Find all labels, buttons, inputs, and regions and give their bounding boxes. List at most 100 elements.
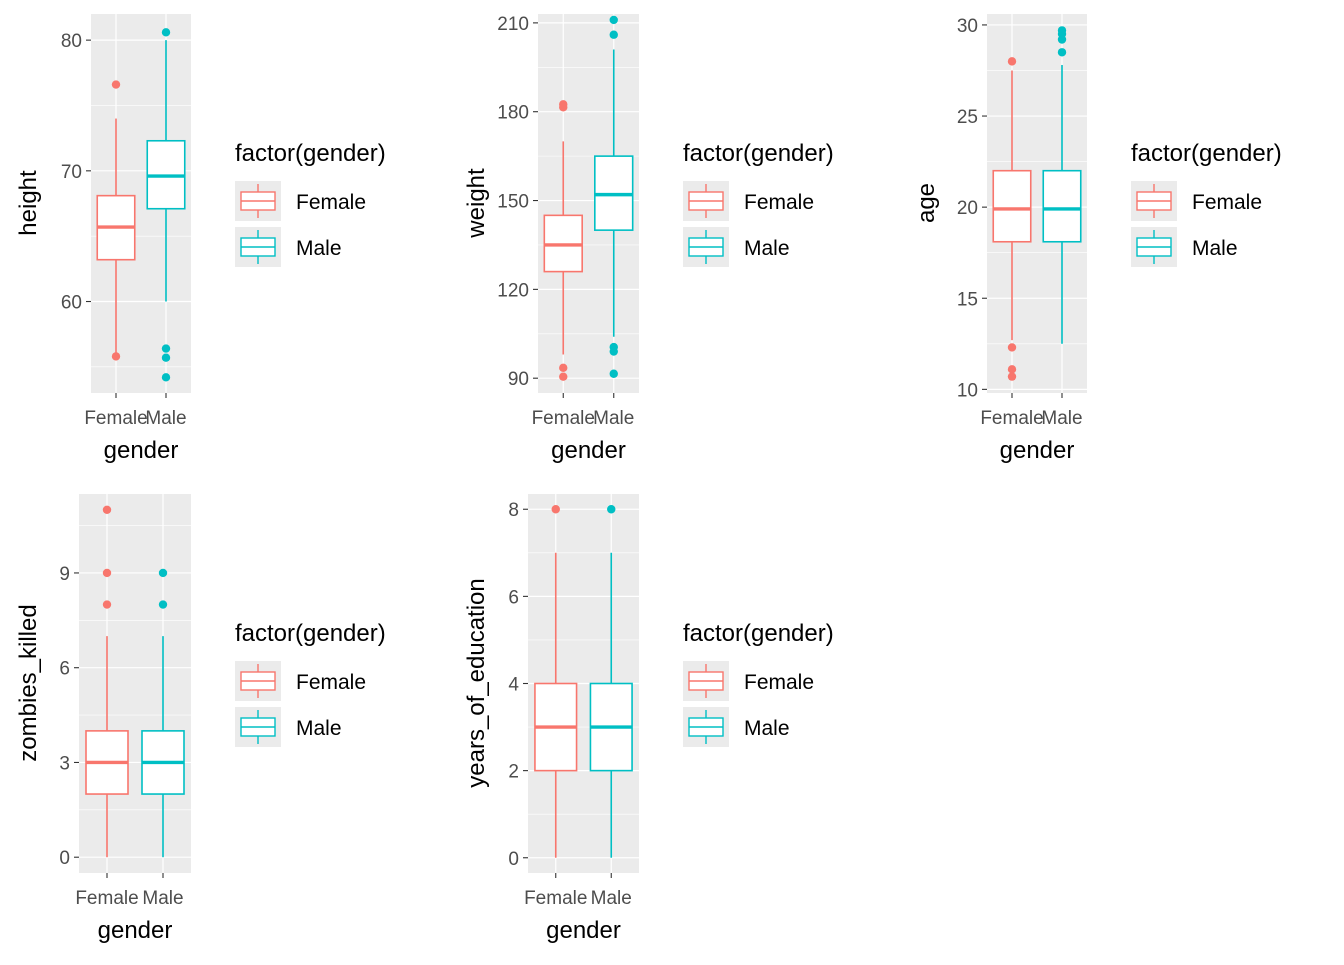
outlier-point — [609, 15, 618, 25]
boxplot-male — [1042, 26, 1082, 344]
outlier-point — [607, 505, 616, 514]
x-tick-label-male: Male — [142, 888, 183, 909]
x-axis-title: gender — [98, 917, 173, 944]
y-axis-title: weight — [463, 168, 490, 239]
outlier-point — [559, 372, 568, 381]
y-tick-label: 180 — [497, 103, 529, 124]
legend-label-female: Female — [744, 671, 814, 694]
outlier-point — [102, 568, 112, 578]
x-tick-label-female: Female — [532, 408, 595, 429]
legend: factor(gender) Female Male — [1131, 140, 1282, 267]
chart-height-svg: 607080FemaleMalegenderheightfactor(gende… — [15, 14, 386, 464]
legend: factor(gender) Female Male — [235, 620, 386, 747]
outlier-point — [161, 353, 171, 362]
legend-label-female: Female — [1192, 191, 1262, 214]
outlier-point — [111, 80, 121, 89]
y-tick-label: 10 — [957, 380, 978, 401]
outlier-point — [111, 352, 121, 361]
outlier-point — [161, 344, 171, 353]
y-tick-label: 210 — [497, 14, 529, 35]
legend-key-male — [683, 227, 729, 267]
y-axis-title: zombies_killed — [15, 604, 42, 761]
y-tick-label: 25 — [957, 107, 978, 128]
y-tick-label: 3 — [59, 753, 70, 774]
x-tick-label-female: Female — [524, 888, 587, 909]
legend-title: factor(gender) — [235, 140, 386, 167]
legend-key-female — [683, 181, 729, 221]
x-tick-label-female: Female — [980, 408, 1043, 429]
x-tick-label-male: Male — [591, 888, 632, 909]
y-axis-title: years_of_education — [463, 578, 490, 787]
legend-key-female — [235, 181, 281, 221]
x-tick-label-female: Female — [75, 888, 138, 909]
y-tick-label: 4 — [508, 675, 519, 696]
outlier-point — [102, 600, 112, 609]
y-tick-label: 70 — [61, 162, 82, 183]
y-tick-label: 6 — [59, 659, 70, 680]
outlier-point — [609, 342, 618, 352]
x-tick-label-male: Male — [593, 408, 634, 429]
y-tick-label: 30 — [957, 16, 978, 37]
y-tick-label: 2 — [508, 762, 519, 783]
outlier-point — [102, 505, 112, 514]
y-axis-title: age — [913, 183, 940, 223]
legend: factor(gender) Female Male — [683, 140, 834, 267]
weight-panel: 90 120 150 180 210 Female Male gender weight fact… — [448, 0, 896, 480]
chart-age-svg: 10 15 20 25 30 Female Male gender age factor(gend… — [913, 14, 1282, 464]
y-tick-label: 9 — [59, 564, 70, 585]
x-tick-label-female: Female — [84, 408, 147, 429]
y-tick-label: 15 — [957, 289, 978, 310]
legend-label-male: Male — [1192, 237, 1238, 260]
legend-key-female — [235, 661, 281, 701]
legend-title: factor(gender) — [683, 140, 834, 167]
legend-title: factor(gender) — [683, 620, 834, 647]
boxplot-female — [534, 505, 578, 858]
y-tick-label: 8 — [508, 500, 519, 521]
outlier-point — [158, 600, 168, 609]
zombies-killed-panel: 0 3 6 9 Female Male gender zombies_killed factor… — [0, 480, 448, 960]
legend-label-male: Male — [296, 237, 342, 260]
legend-key-male — [235, 707, 281, 747]
boxplot-male — [146, 28, 186, 382]
legend-label-female: Female — [296, 671, 366, 694]
x-axis-title: gender — [1000, 437, 1075, 464]
plot-panel-background — [79, 494, 191, 873]
legend-key-male — [1131, 227, 1177, 267]
boxplot-female — [543, 100, 583, 381]
legend-label-female: Female — [744, 191, 814, 214]
outlier-point — [1007, 372, 1017, 381]
legend-title: factor(gender) — [235, 620, 386, 647]
y-tick-label: 0 — [59, 848, 70, 869]
iqr-box — [1042, 169, 1082, 243]
iqr-box — [992, 169, 1032, 243]
legend-title: factor(gender) — [1131, 140, 1282, 167]
outlier-point — [609, 369, 618, 378]
outlier-point — [1007, 343, 1017, 352]
legend-label-male: Male — [744, 717, 790, 740]
legend-key-male — [235, 227, 281, 267]
boxplot-male — [594, 15, 634, 378]
outlier-point — [1057, 48, 1067, 57]
outlier-point — [161, 28, 171, 37]
boxplot-male — [141, 568, 185, 858]
legend-key-female — [683, 661, 729, 701]
x-axis-title: gender — [104, 437, 179, 464]
outlier-point — [158, 568, 168, 578]
boxplot-male — [589, 505, 633, 858]
x-tick-label-male: Male — [145, 408, 186, 429]
legend-key-female — [1131, 181, 1177, 221]
legend-key-male — [683, 707, 729, 747]
legend: factor(gender) Female Male — [235, 140, 386, 267]
years-of-education-panel: 0 2 4 6 8 Female Male gender years_of_education f… — [448, 480, 896, 960]
y-axis-title: height — [15, 170, 42, 236]
outlier-point — [161, 373, 171, 382]
y-tick-label: 120 — [497, 280, 529, 301]
y-tick-label: 20 — [957, 198, 978, 219]
outlier-point — [1057, 26, 1067, 35]
legend-label-female: Female — [296, 191, 366, 214]
y-tick-label: 80 — [61, 31, 82, 52]
y-tick-label: 60 — [61, 293, 82, 314]
chart-weight-svg: 90120150180210FemaleMalegenderweightfact… — [463, 14, 834, 464]
legend-label-male: Male — [744, 237, 790, 260]
